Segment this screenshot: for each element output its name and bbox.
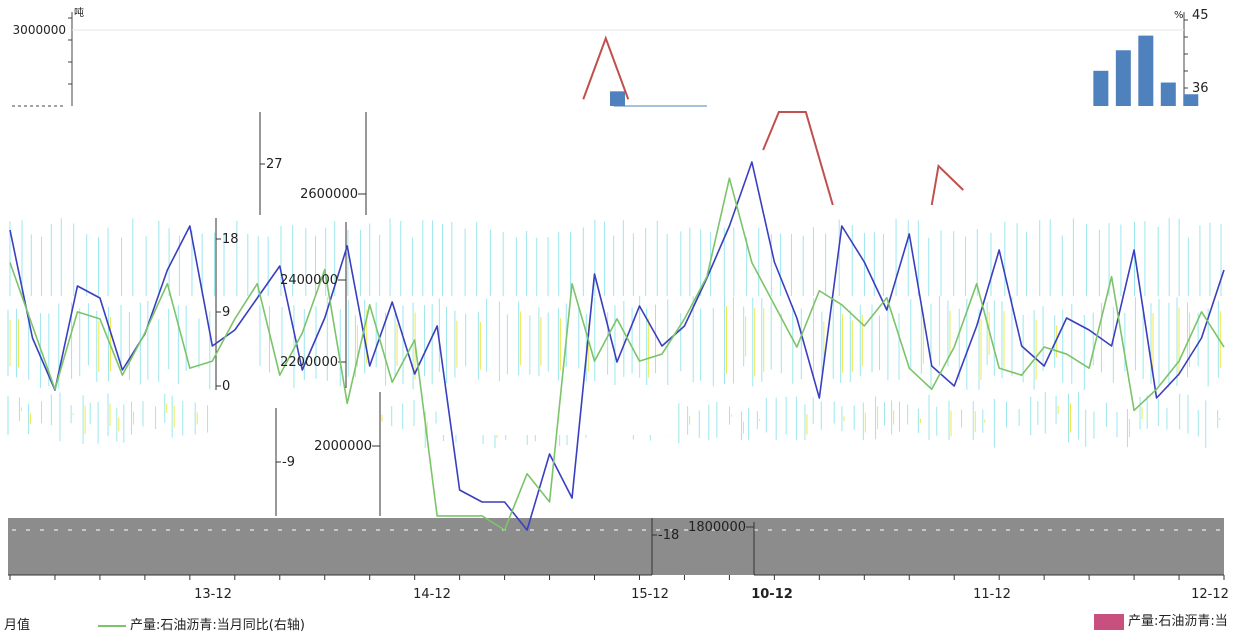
top-right-tick-label: 45 xyxy=(1192,8,1209,23)
red-line-fragment xyxy=(930,163,964,206)
right-tick-label: -18 xyxy=(658,528,679,543)
top-right-tick-label: 36 xyxy=(1192,81,1209,96)
right-tick-label: 9 xyxy=(222,305,230,320)
x-tick-label: 14-12 xyxy=(413,587,451,602)
occluding-block xyxy=(60,108,250,213)
left-tick-label: 1800000 xyxy=(688,520,746,535)
monthly-value-line xyxy=(9,161,1225,531)
top-bar xyxy=(1160,82,1176,106)
legend-yoy-swatch xyxy=(98,624,126,627)
series-layer xyxy=(9,111,1225,531)
top-bar xyxy=(610,91,625,106)
top-strip-panel xyxy=(12,12,1199,107)
top-red-line xyxy=(582,35,630,100)
top-left-unit: 吨 xyxy=(74,6,84,19)
top-left-tick-label: 3000000 xyxy=(13,23,66,37)
left-tick-label: 2600000 xyxy=(300,187,358,202)
x-tick-label: 12-12 xyxy=(1191,587,1229,602)
right-tick-label: 18 xyxy=(222,232,239,247)
left-tick-label: 2200000 xyxy=(280,355,338,370)
legend-monthly: 月值 xyxy=(4,614,30,633)
right-tick-label: 0 xyxy=(222,379,230,394)
right-tick-label: -9 xyxy=(282,455,295,470)
occluding-block xyxy=(450,110,730,215)
yoy-line xyxy=(9,177,1225,531)
occluding-block xyxy=(440,385,670,435)
axis-strip xyxy=(6,575,1226,607)
legend-bar: 产量:石油沥青:当 xyxy=(1094,610,1228,630)
top-right-unit: % xyxy=(1174,10,1184,21)
occluding-block xyxy=(240,108,370,218)
top-bar xyxy=(1115,50,1131,106)
left-tick-label: 2000000 xyxy=(314,439,372,454)
top-bar xyxy=(1093,70,1109,106)
right-tick-label: 27 xyxy=(266,157,283,172)
legend-monthly-label: 月值 xyxy=(4,618,31,633)
x-tick-label: 10-12 xyxy=(751,587,793,602)
legend-bar-swatch xyxy=(1094,613,1124,630)
tick-label-layer: 3000000 吨% 45 36 2600000 2400000 2200000 200000… xyxy=(13,6,1229,602)
axes-layer xyxy=(8,112,1225,580)
x-tick-label: 13-12 xyxy=(194,587,232,602)
top-bar xyxy=(1138,35,1154,106)
legend-yoy-label: 产量:石油沥青:当月同比(右轴) xyxy=(130,618,305,633)
occluding-block xyxy=(700,440,980,520)
red-line-fragment xyxy=(762,111,834,206)
left-tick-label: 2400000 xyxy=(280,273,338,288)
top-bar xyxy=(1183,94,1199,106)
occluding-block xyxy=(0,445,270,515)
artifact-noise-layer xyxy=(0,108,1238,520)
legend-bar-label: 产量:石油沥青:当 xyxy=(1128,614,1228,629)
occluding-block xyxy=(820,110,1220,215)
grey-band xyxy=(6,518,1226,607)
x-tick-label: 11-12 xyxy=(973,587,1011,602)
x-tick-label: 15-12 xyxy=(631,587,669,602)
legend-yoy: 产量:石油沥青:当月同比(右轴) xyxy=(98,614,305,633)
